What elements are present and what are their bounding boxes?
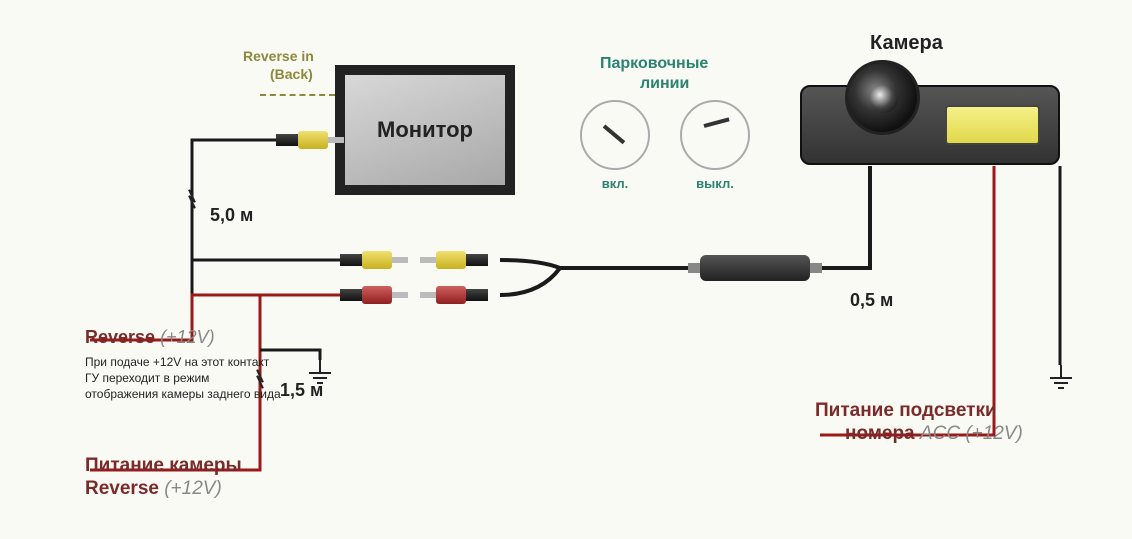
length-1-5m: 1,5 м: [280, 380, 323, 401]
rca-video-male: [340, 251, 408, 269]
plate-light-2a: номера: [845, 423, 915, 444]
camera-power-2b: (+12V): [164, 478, 222, 499]
reverse-note-3: отображения камеры заднего вида: [85, 387, 281, 401]
camera-plate-light: [945, 105, 1040, 145]
camera-power-2: Reverse (+12V): [85, 478, 222, 500]
rca-video-female: [420, 251, 488, 269]
monitor-label: Монитор: [377, 117, 473, 143]
plate-light-2: номера ACC (+12V): [845, 423, 1023, 445]
camera-power-2a: Reverse: [85, 478, 159, 499]
reverse-in-dashed: [260, 94, 335, 96]
length-0-5m: 0,5 м: [850, 290, 893, 311]
inline-connector: [700, 255, 810, 281]
parking-lines-label-1: Парковочные: [600, 55, 708, 73]
camera-title: Камера: [870, 32, 943, 55]
ground-right: [1046, 365, 1076, 395]
parking-switch-off: выкл.: [680, 100, 750, 170]
plate-light-1: Питание подсветки: [815, 400, 997, 422]
camera-lens: [845, 60, 920, 135]
reverse-12v-label: Reverse (+12V): [85, 327, 215, 348]
plate-light-2b: ACC (+12V): [920, 423, 1023, 444]
parking-off-label: выкл.: [696, 176, 734, 191]
reverse-in-label-2: (Back): [270, 66, 313, 82]
break-5m: [185, 190, 199, 210]
parking-switch-on: вкл.: [580, 100, 650, 170]
rca-power-female: [420, 286, 488, 304]
reverse-in-label-1: Reverse in: [243, 48, 314, 64]
camera-power-1: Питание камеры: [85, 455, 242, 477]
length-5m: 5,0 м: [210, 205, 253, 226]
parking-lines-label-2: линии: [640, 75, 689, 93]
reverse-12v-suffix: (+12V): [160, 327, 215, 347]
monitor: Монитор: [335, 65, 515, 195]
reverse-note-1: При подаче +12V на этот контакт: [85, 355, 269, 369]
parking-on-label: вкл.: [602, 176, 629, 191]
rca-power-male: [340, 286, 408, 304]
reverse-note-2: ГУ переходит в режим: [85, 371, 209, 385]
rca-video-to-monitor: [276, 131, 344, 149]
reverse-12v-text: Reverse: [85, 327, 155, 347]
